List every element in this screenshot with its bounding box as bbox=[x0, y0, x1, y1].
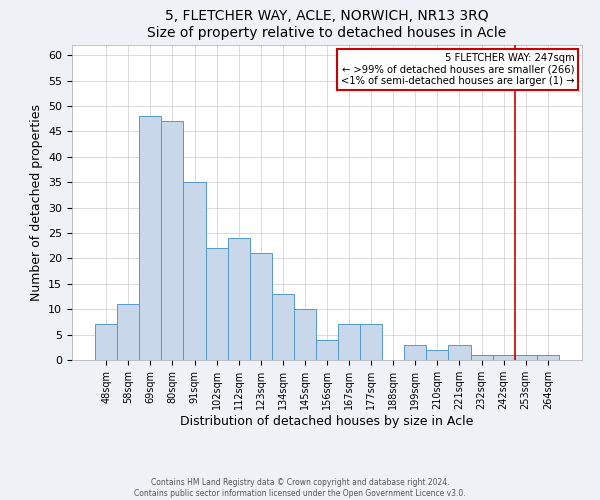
Bar bbox=[184, 182, 206, 360]
Text: Contains HM Land Registry data © Crown copyright and database right 2024.
Contai: Contains HM Land Registry data © Crown c… bbox=[134, 478, 466, 498]
Text: 5 FLETCHER WAY: 247sqm
← >99% of detached houses are smaller (266)
<1% of semi-d: 5 FLETCHER WAY: 247sqm ← >99% of detache… bbox=[341, 53, 574, 86]
Bar bbox=[537, 355, 559, 360]
Bar bbox=[250, 254, 272, 360]
X-axis label: Distribution of detached houses by size in Acle: Distribution of detached houses by size … bbox=[181, 414, 473, 428]
Bar bbox=[227, 238, 250, 360]
Title: 5, FLETCHER WAY, ACLE, NORWICH, NR13 3RQ
Size of property relative to detached h: 5, FLETCHER WAY, ACLE, NORWICH, NR13 3RQ… bbox=[148, 10, 506, 40]
Bar bbox=[95, 324, 117, 360]
Bar bbox=[470, 355, 493, 360]
Bar bbox=[139, 116, 161, 360]
Bar bbox=[404, 345, 427, 360]
Bar bbox=[448, 345, 470, 360]
Bar bbox=[515, 355, 537, 360]
Bar bbox=[272, 294, 294, 360]
Bar bbox=[427, 350, 448, 360]
Bar bbox=[493, 355, 515, 360]
Bar bbox=[294, 309, 316, 360]
Bar bbox=[316, 340, 338, 360]
Bar bbox=[338, 324, 360, 360]
Bar bbox=[161, 121, 184, 360]
Y-axis label: Number of detached properties: Number of detached properties bbox=[29, 104, 43, 301]
Bar bbox=[206, 248, 227, 360]
Bar bbox=[360, 324, 382, 360]
Bar bbox=[117, 304, 139, 360]
